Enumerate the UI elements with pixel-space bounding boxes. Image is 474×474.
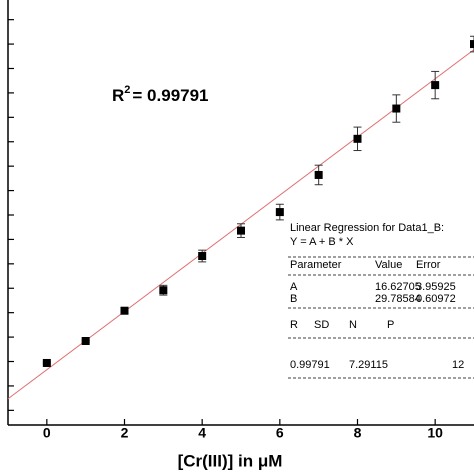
point xyxy=(353,134,362,143)
table-cell: 7.29115 xyxy=(349,359,388,371)
point xyxy=(470,40,474,49)
point xyxy=(392,104,401,113)
point xyxy=(314,170,323,179)
table-title: Linear Regression for Data1_B: xyxy=(290,222,444,234)
table-cell: 0.99791 xyxy=(290,359,330,371)
x-tick-label: 0 xyxy=(43,425,51,441)
x-tick-label: 2 xyxy=(121,425,129,441)
point xyxy=(237,226,245,235)
table-cell: B xyxy=(290,293,297,305)
r2-base: R xyxy=(112,86,124,105)
x-tick-label: 10 xyxy=(427,425,443,441)
table-cell: 16.62705 xyxy=(375,281,421,293)
table-cell: A xyxy=(290,281,298,293)
point xyxy=(159,286,168,295)
point xyxy=(198,252,207,261)
point xyxy=(120,306,129,315)
x-axis-label: [Cr(III)] in μM xyxy=(178,451,283,470)
table-cell: 0.60972 xyxy=(416,293,456,305)
r2-sup: 2 xyxy=(124,84,130,96)
table-bg xyxy=(284,218,474,378)
table-header: Error xyxy=(416,259,441,271)
table-cell: 12 xyxy=(452,359,464,371)
point xyxy=(81,337,90,345)
point xyxy=(42,358,51,367)
table-equation: Y = A + B * X xyxy=(290,236,354,248)
point xyxy=(431,81,440,90)
x-tick-label: 8 xyxy=(354,425,362,441)
x-tick-label: 4 xyxy=(198,425,206,441)
x-tick-label: 6 xyxy=(276,425,284,441)
table-header: P xyxy=(387,319,394,331)
r2-annotation: R2 = 0.99791 xyxy=(112,84,209,106)
table-header: SD xyxy=(314,319,329,331)
point xyxy=(275,208,284,217)
table-cell: 29.78584 xyxy=(375,293,421,305)
table-header: Parameter xyxy=(290,259,342,271)
table-header: Value xyxy=(375,259,402,271)
table-header: R xyxy=(290,319,298,331)
table-header: N xyxy=(349,319,357,331)
r2-value: = 0.99791 xyxy=(132,86,208,105)
table-cell: 3.95925 xyxy=(416,281,456,293)
